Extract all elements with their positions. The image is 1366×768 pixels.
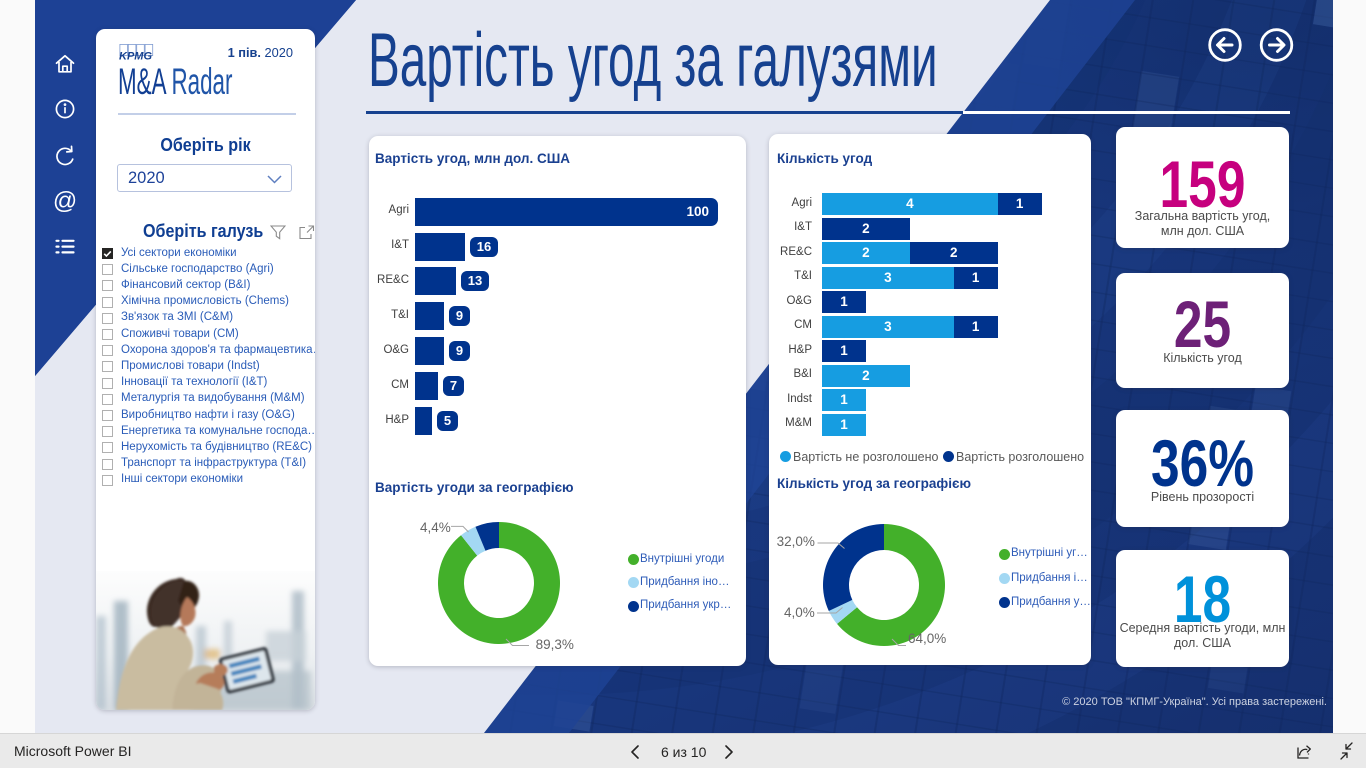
svg-text:@: @ xyxy=(53,188,77,215)
svg-text:KPMG: KPMG xyxy=(119,50,152,62)
